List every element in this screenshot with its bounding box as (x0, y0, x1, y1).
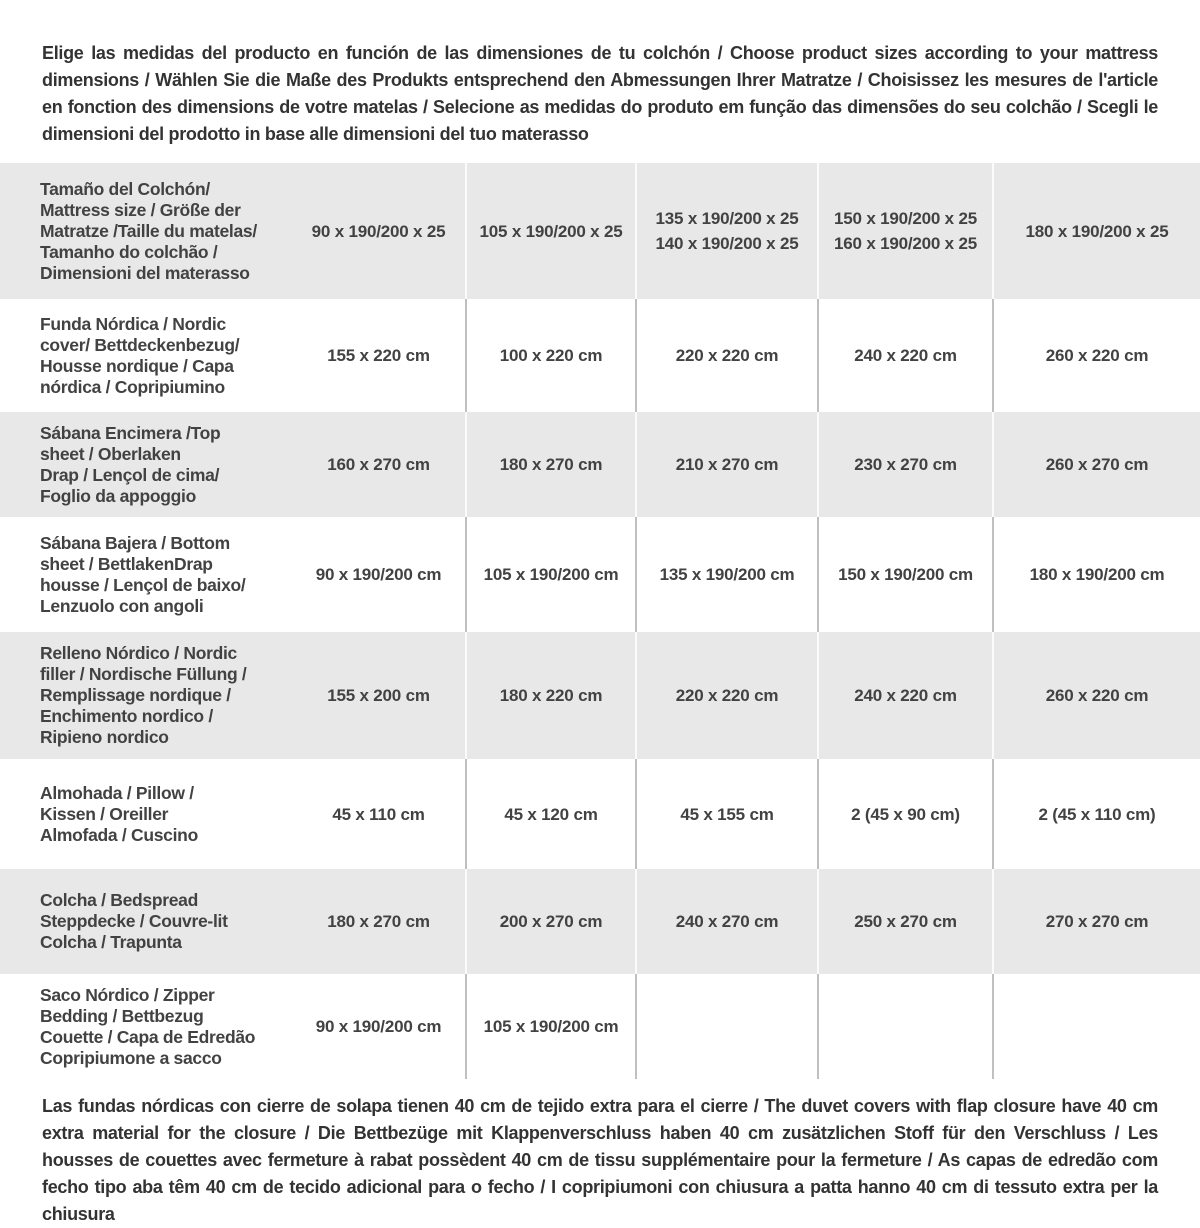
size-value-cell: 90 x 190/200 cm (315, 1017, 442, 1036)
size-value-cell: 2 (45 x 90 cm) (817, 759, 992, 869)
size-value-cell: 135 x 190/200 cm (635, 517, 817, 632)
row-funda-nordica: Funda Nórdica / Nordic cover/ Bettdecken… (0, 299, 1200, 412)
size-value-cell: 90 x 190/200 cm (315, 565, 442, 584)
row-label: Colcha / Bedspread Steppdecke / Couvre-l… (40, 890, 228, 952)
size-value-cell: 260 x 270 cm (992, 412, 1200, 517)
row-saco-nordico: Saco Nórdico / Zipper Bedding / Bettbezu… (0, 974, 1200, 1079)
size-value-cell: 90 x 190/200 x 25 (311, 221, 446, 241)
size-value-cell: 155 x 200 cm (327, 686, 430, 705)
row-label: Almohada / Pillow / Kissen / Oreiller Al… (40, 782, 198, 845)
size-value-cell: 105 x 190/200 x 25 (465, 163, 635, 299)
header-row: Tamaño del Colchón/ Mattress size / Größ… (0, 163, 1200, 299)
size-value-cell: 155 x 220 cm (327, 346, 430, 365)
size-value-cell: 260 x 220 cm (992, 299, 1200, 412)
size-value-cell: 270 x 270 cm (992, 869, 1200, 974)
size-value-cell: 160 x 270 cm (327, 455, 430, 474)
size-value-cell: 150 x 190/200 x 25 160 x 190/200 x 25 (817, 163, 992, 299)
size-value-cell: 240 x 270 cm (635, 869, 817, 974)
size-value-cell empty (992, 974, 1200, 1079)
size-value-cell: 240 x 220 cm (817, 632, 992, 759)
intro-paragraph: Elige las medidas del producto en funció… (42, 43, 1158, 144)
row-sabana-encimera: Sábana Encimera /Top sheet / Oberlaken D… (0, 412, 1200, 517)
size-value-cell: 180 x 190/200 cm (992, 517, 1200, 632)
size-value-cell: 180 x 270 cm (465, 412, 635, 517)
footnote-paragraph: Las fundas nórdicas con cierre de solapa… (42, 1096, 1158, 1224)
row-colcha: Colcha / Bedspread Steppdecke / Couvre-l… (0, 869, 1200, 974)
size-value-cell: 230 x 270 cm (817, 412, 992, 517)
size-value-cell: 45 x 155 cm (635, 759, 817, 869)
size-value-cell: 250 x 270 cm (817, 869, 992, 974)
size-value-cell empty (817, 974, 992, 1079)
row-label: Relleno Nórdico / Nordic filler / Nordis… (40, 643, 247, 747)
size-table: Tamaño del Colchón/ Mattress size / Größ… (0, 163, 1200, 1079)
size-value-cell: 100 x 220 cm (465, 299, 635, 412)
size-value-cell: 180 x 220 cm (465, 632, 635, 759)
size-value-cell: 180 x 190/200 x 25 (992, 163, 1200, 299)
size-value-cell: 200 x 270 cm (465, 869, 635, 974)
row-label-mattress-size: Tamaño del Colchón/ Mattress size / Größ… (40, 178, 257, 283)
size-value-cell: 260 x 220 cm (992, 632, 1200, 759)
row-label: Funda Nórdica / Nordic cover/ Bettdecken… (40, 313, 240, 397)
size-value-cell: 220 x 220 cm (635, 299, 817, 412)
size-value-cell: 210 x 270 cm (635, 412, 817, 517)
size-value-cell: 220 x 220 cm (635, 632, 817, 759)
size-value-cell: 105 x 190/200 cm (465, 974, 635, 1079)
size-value-cell: 45 x 120 cm (465, 759, 635, 869)
row-relleno-nordico: Relleno Nórdico / Nordic filler / Nordis… (0, 632, 1200, 759)
size-value-cell: 180 x 270 cm (327, 912, 430, 931)
size-value-cell: 150 x 190/200 cm (817, 517, 992, 632)
size-value-cell empty (635, 974, 817, 1079)
row-label: Sábana Encimera /Top sheet / Oberlaken D… (40, 422, 221, 506)
row-sabana-bajera: Sábana Bajera / Bottom sheet / Bettlaken… (0, 517, 1200, 632)
size-value-cell: 240 x 220 cm (817, 299, 992, 412)
row-almohada: Almohada / Pillow / Kissen / Oreiller Al… (0, 759, 1200, 869)
row-label: Saco Nórdico / Zipper Bedding / Bettbezu… (40, 984, 256, 1068)
row-label: Sábana Bajera / Bottom sheet / Bettlaken… (40, 532, 246, 616)
size-value-cell: 2 (45 x 110 cm) (992, 759, 1200, 869)
size-value-cell: 105 x 190/200 cm (465, 517, 635, 632)
size-value-cell: 45 x 110 cm (332, 804, 425, 824)
size-value-cell: 135 x 190/200 x 25 140 x 190/200 x 25 (635, 163, 817, 299)
